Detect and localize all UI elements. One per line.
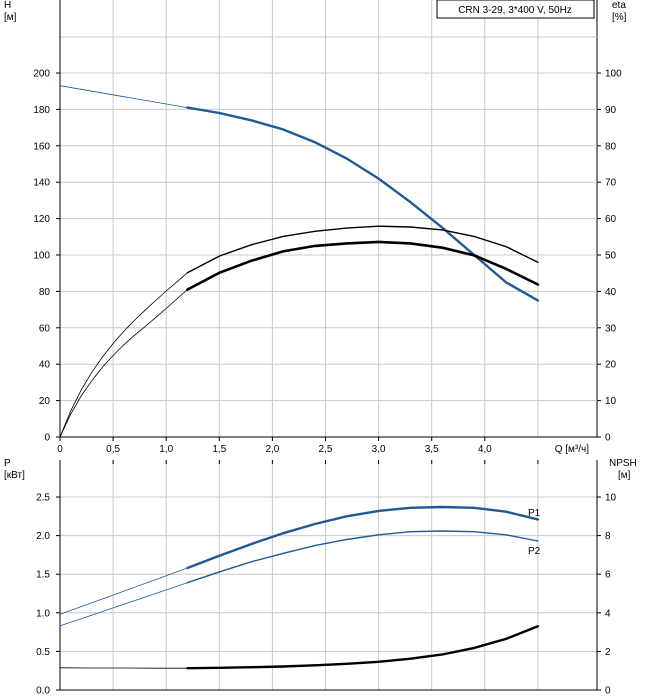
y-axis-label-left: H [4, 0, 11, 11]
y-tick-label-right: 4 [605, 608, 611, 619]
y-tick-label: 0 [44, 433, 50, 444]
x-tick-label: 1,5 [212, 444, 226, 455]
y-tick-label-right: 90 [605, 105, 617, 116]
y-tick-label: 40 [39, 360, 51, 371]
y-tick-label-right: 70 [605, 178, 617, 189]
y-axis-unit-right: [м] [618, 470, 631, 481]
y-tick-label-right: 30 [605, 323, 617, 334]
chart-title-box [436, 0, 595, 19]
chart-title: CRN 3-29, 3*400 V, 50Hz [458, 5, 572, 16]
y-axis-unit-left: [кВт] [4, 470, 25, 481]
x-tick-label: 0,5 [106, 444, 120, 455]
y-tick-label: 0.0 [36, 686, 50, 697]
y-tick-label: 180 [33, 105, 50, 116]
y-tick-label-right: 8 [605, 531, 611, 542]
x-axis-label: Q [м³/ч] [555, 444, 590, 455]
x-tick-label: 0 [57, 444, 63, 455]
y-tick-label-right: 10 [605, 493, 617, 504]
npsh-curve [186, 625, 540, 670]
efficiency-pump-curve-extrapolated [59, 289, 188, 438]
y-tick-label: 100 [33, 251, 50, 262]
y-tick-label: 140 [33, 178, 50, 189]
x-tick-label: 4,0 [478, 444, 492, 455]
y-tick-label: 20 [39, 396, 51, 407]
y-tick-label: 2.0 [36, 531, 50, 542]
x-tick-label: 2,0 [265, 444, 279, 455]
y-axis-label-right: eta [612, 0, 626, 11]
y-axis-unit-left: [м] [4, 12, 17, 23]
p1-curve [186, 505, 540, 570]
y-tick-label-right: 80 [605, 141, 617, 152]
y-axis-label-left: P [4, 458, 11, 469]
x-tick-label: 2,5 [319, 444, 333, 455]
series-label-p2: P2 [528, 546, 541, 557]
y-tick-label-right: 0 [605, 686, 611, 697]
y-tick-label-right: 20 [605, 360, 617, 371]
y-tick-label: 80 [39, 287, 51, 298]
y-tick-label-right: 0 [605, 433, 611, 444]
y-tick-label: 160 [33, 141, 50, 152]
y-axis-unit-right: [%] [612, 12, 627, 23]
y-tick-label: 200 [33, 69, 50, 80]
y-tick-label-right: 6 [605, 570, 611, 581]
x-tick-label: 3,0 [372, 444, 386, 455]
efficiency-total-curve-extrapolated [59, 272, 188, 438]
series-label-p1: P1 [528, 508, 541, 519]
y-tick-label: 2.5 [36, 493, 50, 504]
y-tick-label: 0.5 [36, 647, 50, 658]
head-curve-extrapolated [59, 85, 188, 108]
p2-curve-extrapolated [59, 582, 188, 627]
y-tick-label-right: 2 [605, 647, 611, 658]
y-tick-label: 1.5 [36, 570, 50, 581]
y-tick-label-right: 40 [605, 287, 617, 298]
y-tick-label-right: 60 [605, 214, 617, 225]
efficiency-pump-curve [186, 240, 540, 291]
y-tick-label-right: 100 [605, 69, 622, 80]
y-tick-label: 120 [33, 214, 50, 225]
y-tick-label-right: 50 [605, 251, 617, 262]
p1-curve-extrapolated [59, 567, 188, 615]
head-curve [186, 106, 540, 302]
efficiency-total-curve [186, 225, 539, 274]
y-axis-label-right: NPSH [609, 458, 637, 469]
x-tick-label: 3,5 [425, 444, 439, 455]
y-tick-label: 1.0 [36, 608, 50, 619]
x-tick-label: 1,0 [159, 444, 173, 455]
y-tick-label-right: 10 [605, 396, 617, 407]
p2-curve [186, 530, 539, 584]
y-tick-label: 60 [39, 323, 51, 334]
